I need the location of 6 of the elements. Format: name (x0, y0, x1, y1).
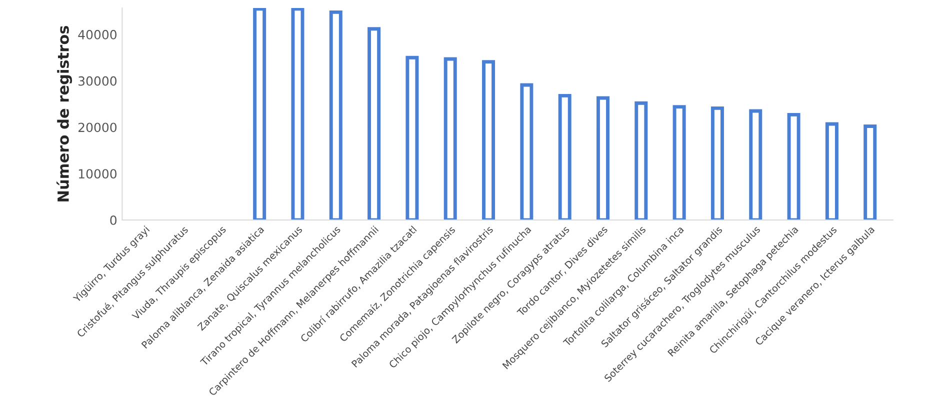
y-tick-label: 40000 (78, 30, 117, 40)
y-tick-label: 30000 (78, 76, 117, 86)
y-tick-label: 10000 (78, 169, 117, 179)
y-tick-label: 0 (110, 215, 117, 225)
y-tick-label: 20000 (78, 122, 117, 132)
y-axis-title: Número de registros (56, 26, 72, 202)
